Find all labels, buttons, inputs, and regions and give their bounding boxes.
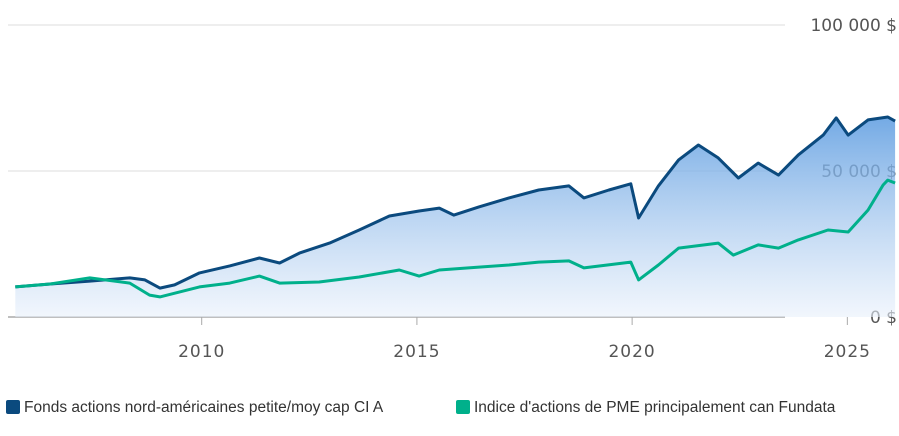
x-tick-label: 2015 <box>393 342 440 362</box>
legend-item[interactable]: Indice d'actions de PME principalement c… <box>456 398 876 417</box>
legend-item[interactable]: Fonds actions nord-américaines petite/mo… <box>6 398 456 417</box>
series-line <box>15 178 896 299</box>
x-tick-label: 2020 <box>608 342 655 362</box>
legend: Fonds actions nord-américaines petite/mo… <box>6 398 896 417</box>
x-tick-label: 2025 <box>824 342 871 362</box>
legend-swatch <box>6 400 20 414</box>
x-tick-label: 2010 <box>178 342 225 362</box>
legend-label: Fonds actions nord-américaines petite/mo… <box>24 399 384 416</box>
y-tick-label: 100 000 $ <box>810 16 897 36</box>
area <box>15 117 896 317</box>
legend-swatch <box>456 400 470 414</box>
series-line <box>15 115 896 290</box>
legend-label: Indice d'actions de PME principalement c… <box>474 399 836 416</box>
